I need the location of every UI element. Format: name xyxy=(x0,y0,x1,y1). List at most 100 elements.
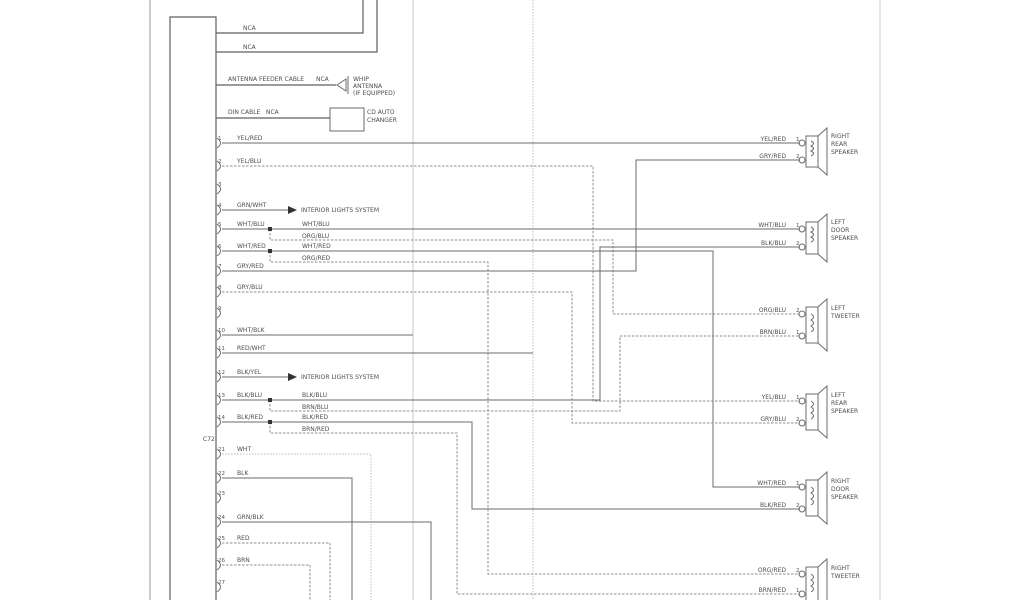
speaker-left-rear: YEL/BLU 1 GRY/BLU 2 LEFT REAR SPEAKER xyxy=(760,384,858,440)
wire-label: ORG/BLU xyxy=(759,307,786,314)
svg-text:TWEETER: TWEETER xyxy=(830,313,860,320)
svg-text:23: 23 xyxy=(218,491,225,497)
speaker-left-door: WHT/BLU 1 BLK/BLU 2 LEFT DOOR SPEAKER xyxy=(758,212,858,264)
wire-blk-red xyxy=(222,421,800,510)
svg-text:1: 1 xyxy=(796,588,800,594)
svg-text:1: 1 xyxy=(796,137,800,143)
svg-text:5: 5 xyxy=(218,222,222,228)
nca-label-2: NCA xyxy=(243,44,257,51)
svg-text:BRN/RED: BRN/RED xyxy=(302,426,330,433)
svg-text:1: 1 xyxy=(218,136,222,142)
cd-changer-name-2: CHANGER xyxy=(367,117,397,124)
speaker-icon xyxy=(798,470,828,526)
svg-text:RIGHT: RIGHT xyxy=(831,133,850,140)
speaker-right-rear: YEL/RED 1 GRY/RED 2 RIGHT REAR SPEAKER xyxy=(759,126,858,177)
svg-text:3: 3 xyxy=(218,182,222,188)
svg-text:GRN/BLK: GRN/BLK xyxy=(237,514,265,521)
speaker-icon xyxy=(798,297,828,353)
wire-blk xyxy=(222,477,353,600)
svg-text:RED/WHT: RED/WHT xyxy=(237,345,266,352)
wire-brn-blu xyxy=(269,335,800,412)
svg-text:BLK/RED: BLK/RED xyxy=(302,414,328,421)
svg-text:RED: RED xyxy=(237,535,250,542)
antenna-feeder-label: ANTENNA FEEDER CABLE xyxy=(228,76,304,83)
svg-text:1: 1 xyxy=(796,330,800,336)
svg-text:26: 26 xyxy=(218,558,225,564)
nca-wire-2 xyxy=(216,0,378,53)
junction-dot-pin6 xyxy=(268,249,272,253)
top-section: NCA NCA ANTENNA FEEDER CABLE NCA WHIP AN… xyxy=(216,0,397,132)
wire-label: WHT/BLU xyxy=(758,222,786,229)
antenna-name-3: (IF EQUIPPED) xyxy=(353,90,395,97)
svg-text:11: 11 xyxy=(218,346,225,352)
svg-text:2: 2 xyxy=(796,154,800,160)
wire-grn-blk xyxy=(222,521,432,600)
svg-text:1: 1 xyxy=(796,223,800,229)
antenna-feeder-nca: NCA xyxy=(316,76,330,83)
svg-text:9: 9 xyxy=(218,306,222,312)
connector-id-label: C72 xyxy=(203,436,215,443)
wire-org-blu xyxy=(269,229,800,315)
antenna-name-1: WHIP xyxy=(353,76,369,83)
svg-text:1: 1 xyxy=(796,481,800,487)
wire-yel-blu xyxy=(222,165,800,402)
svg-text:BLK/BLU: BLK/BLU xyxy=(302,392,327,399)
svg-text:25: 25 xyxy=(218,536,225,542)
svg-text:2: 2 xyxy=(796,417,800,423)
svg-text:WHT/BLK: WHT/BLK xyxy=(237,327,266,334)
svg-text:DOOR: DOOR xyxy=(831,486,849,493)
wire-label: BLK/RED xyxy=(760,502,786,509)
svg-text:SPEAKER: SPEAKER xyxy=(831,494,858,501)
svg-text:INTERIOR LIGHTS SYSTEM: INTERIOR LIGHTS SYSTEM xyxy=(301,207,379,214)
wire-gry-red xyxy=(222,159,800,272)
svg-text:4: 4 xyxy=(218,203,222,209)
cd-changer-box xyxy=(329,107,365,132)
svg-text:LEFT: LEFT xyxy=(831,305,845,312)
speaker-icon xyxy=(798,557,828,600)
svg-text:INTERIOR LIGHTS SYSTEM: INTERIOR LIGHTS SYSTEM xyxy=(301,374,379,381)
radio-wire-labels: YEL/RED YEL/BLU GRN/WHT WHT/BLU WHT/RED … xyxy=(236,135,267,564)
nca-label-1: NCA xyxy=(243,25,257,32)
svg-text:WHT/RED: WHT/RED xyxy=(302,243,331,250)
antenna-name-2: ANTENNA xyxy=(353,83,383,90)
svg-text:TWEETER: TWEETER xyxy=(830,573,860,580)
svg-text:BLK: BLK xyxy=(237,470,249,477)
svg-text:GRY/BLU: GRY/BLU xyxy=(237,284,263,291)
wire-label: YEL/RED xyxy=(760,136,787,143)
wire-label: WHT/RED xyxy=(757,480,786,487)
arrow-icon xyxy=(288,373,297,381)
svg-text:10: 10 xyxy=(218,328,225,334)
svg-text:BLK/YEL: BLK/YEL xyxy=(237,369,262,376)
svg-text:BRN/BLU: BRN/BLU xyxy=(302,404,328,411)
svg-text:ORG/RED: ORG/RED xyxy=(302,255,331,262)
svg-text:SPEAKER: SPEAKER xyxy=(831,149,858,156)
din-cable-label: DIN CABLE xyxy=(228,109,261,116)
svg-text:WHT: WHT xyxy=(237,446,251,453)
svg-text:LEFT: LEFT xyxy=(831,219,845,226)
svg-text:BRN: BRN xyxy=(237,557,250,564)
svg-text:WHT/BLU: WHT/BLU xyxy=(237,221,265,228)
svg-text:YEL/BLU: YEL/BLU xyxy=(236,158,261,165)
din-cable-nca: NCA xyxy=(266,109,280,116)
speaker-right-door: WHT/RED 1 BLK/RED 2 RIGHT DOOR SPEAKER xyxy=(757,470,858,526)
svg-text:14: 14 xyxy=(218,415,225,421)
wire-label: BRN/RED xyxy=(759,587,787,594)
wire-label: ORG/RED xyxy=(758,567,787,574)
svg-text:SPEAKER: SPEAKER xyxy=(831,235,858,242)
interior-lights-2: INTERIOR LIGHTS SYSTEM xyxy=(288,373,379,381)
svg-text:ORG/BLU: ORG/BLU xyxy=(302,233,329,240)
svg-text:GRY/RED: GRY/RED xyxy=(237,263,264,270)
wire-label: BRN/BLU xyxy=(760,329,786,336)
svg-text:REAR: REAR xyxy=(831,400,847,407)
wire-routes xyxy=(222,142,800,600)
svg-text:REAR: REAR xyxy=(831,141,847,148)
wire-label: YEL/BLU xyxy=(761,394,786,401)
speaker-icon xyxy=(798,212,828,264)
svg-text:7: 7 xyxy=(218,264,222,270)
nca-wire-1 xyxy=(216,0,364,34)
svg-text:13: 13 xyxy=(218,393,225,399)
svg-text:2: 2 xyxy=(796,241,800,247)
arrow-icon xyxy=(288,206,297,214)
radio-unit-box xyxy=(169,16,217,600)
